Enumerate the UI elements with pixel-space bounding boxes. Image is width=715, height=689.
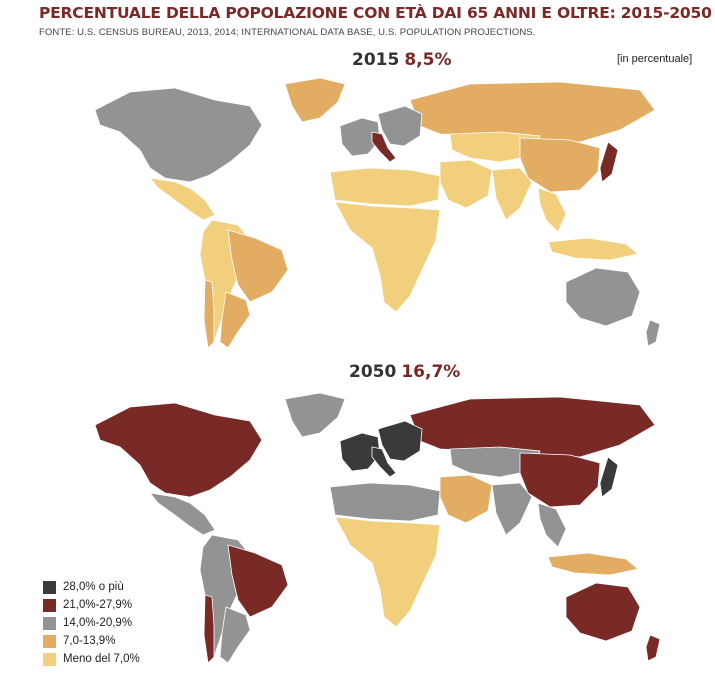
legend-swatch (43, 598, 56, 612)
legend-item: Meno del 7,0% (43, 650, 140, 668)
region-sub-saharan-africa (334, 516, 441, 628)
region-india (491, 482, 533, 536)
region-italy (371, 446, 397, 478)
region-middle-east (439, 159, 493, 209)
map-title: PERCENTUALE DELLA POPOLAZIONE CON ETÀ DA… (39, 4, 712, 22)
region-north-africa (329, 167, 441, 207)
region-brazil (227, 544, 289, 618)
legend: 28,0% o più 21,0%-27,9% 14,0%-20,9% 7,0-13,… (43, 578, 140, 668)
legend-label: 7,0-13,9% (63, 635, 116, 647)
region-new-zealand (645, 319, 661, 347)
unit-note: [in percentuale] (617, 53, 693, 65)
world-map-2015 (94, 77, 661, 349)
region-north-africa (329, 482, 441, 522)
region-central-america (149, 492, 216, 536)
panel-value: 8,5% (404, 50, 452, 70)
region-southeast-asia (537, 187, 567, 233)
region-north-america (94, 87, 263, 183)
region-argentina (219, 291, 251, 349)
region-japan (599, 141, 619, 183)
region-southeast-asia (537, 502, 567, 548)
region-middle-east (439, 474, 493, 524)
region-central-asia (449, 446, 541, 478)
region-chile (203, 279, 215, 349)
legend-label: 21,0%-27,9% (63, 599, 133, 611)
region-india (491, 167, 533, 221)
region-japan (599, 456, 619, 498)
legend-item: 7,0-13,9% (43, 632, 140, 650)
region-australia (565, 267, 641, 327)
region-argentina (219, 606, 251, 664)
region-china (519, 452, 601, 508)
world-map-2050 (94, 392, 661, 664)
region-chile (203, 594, 215, 664)
region-china (519, 137, 601, 193)
legend-item: 21,0%-27,9% (43, 596, 140, 614)
region-eastern-europe (377, 420, 423, 462)
region-greenland (284, 77, 346, 123)
region-western-europe (339, 117, 381, 157)
legend-item: 28,0% o più (43, 578, 140, 596)
region-australia (565, 582, 641, 642)
region-central-america (149, 177, 216, 221)
region-central-asia (449, 131, 541, 163)
region-russia (409, 81, 656, 143)
legend-swatch (43, 580, 56, 594)
panel-label-2015: 2015 8,5% (352, 50, 451, 70)
region-indonesia (547, 552, 639, 576)
legend-swatch (43, 634, 56, 648)
region-north-america (94, 402, 263, 498)
panel-label-2050: 2050 16,7% (349, 362, 460, 382)
panel-year: 2050 (349, 362, 397, 382)
region-western-europe (339, 432, 381, 472)
legend-label: 14,0%-20,9% (63, 617, 133, 629)
region-russia (409, 396, 656, 458)
legend-item: 14,0%-20,9% (43, 614, 140, 632)
panel-year: 2015 (352, 50, 400, 70)
region-brazil (227, 229, 289, 303)
region-new-zealand (645, 634, 661, 662)
region-greenland (284, 392, 346, 438)
legend-swatch (43, 616, 56, 630)
legend-swatch (43, 652, 56, 666)
legend-label: 28,0% o più (63, 581, 124, 593)
source-note: FONTE: U.S. CENSUS BUREAU, 2013, 2014; I… (39, 27, 536, 38)
region-eastern-europe (377, 105, 423, 147)
legend-label: Meno del 7,0% (63, 653, 140, 665)
panel-value: 16,7% (401, 362, 461, 382)
region-indonesia (547, 237, 639, 261)
region-sub-saharan-africa (334, 201, 441, 313)
region-italy (371, 131, 397, 163)
